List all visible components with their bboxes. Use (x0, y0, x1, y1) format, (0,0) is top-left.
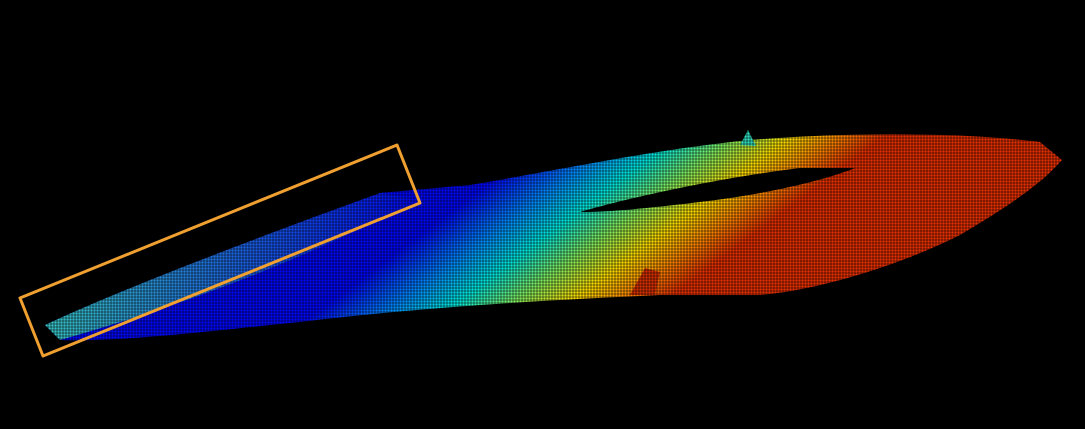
point-cloud (45, 130, 1062, 341)
cloud-spike (740, 130, 756, 146)
cloud-surface (45, 134, 1062, 341)
highlight-box (18, 143, 422, 358)
cloud-tail (45, 193, 420, 340)
cloud-spike (630, 268, 660, 295)
cloud-hole (580, 168, 855, 212)
